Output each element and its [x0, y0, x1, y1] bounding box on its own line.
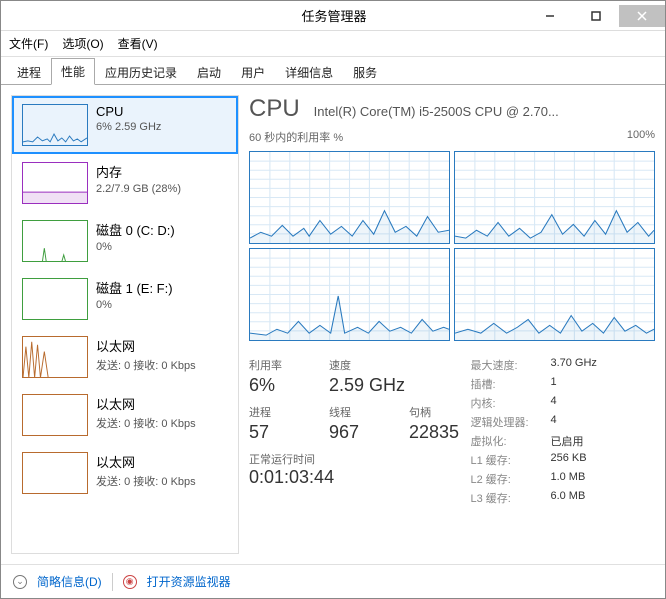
handles-label: 句柄: [409, 404, 469, 420]
sidebar-sub: 2.2/7.9 GB (28%): [96, 183, 228, 195]
cpu-charts: [249, 151, 655, 341]
sidebar-sub: 发送: 0 接收: 0 Kbps: [96, 415, 228, 431]
chart-label-left: 60 秒内的利用率 %: [249, 129, 343, 145]
util-label: 利用率: [249, 357, 309, 373]
proc-label: 进程: [249, 404, 309, 420]
speed-label: 速度: [329, 357, 405, 373]
tab-1[interactable]: 性能: [51, 58, 95, 85]
sidebar-title: 以太网: [96, 336, 228, 355]
cpu-chart-3: [454, 248, 655, 341]
sidebar-item-2[interactable]: 磁盘 0 (C: D:) 0%: [12, 212, 238, 270]
tab-2[interactable]: 应用历史记录: [95, 59, 187, 85]
threads-label: 线程: [329, 404, 389, 420]
sidebar: CPU 6% 2.59 GHz 内存 2.2/7.9 GB (28%) 磁盘 0 (C:…: [11, 95, 239, 554]
uptime-label: 正常运行时间: [249, 451, 470, 467]
tab-4[interactable]: 用户: [231, 59, 275, 85]
menu-file[interactable]: 文件(F): [9, 35, 48, 52]
tab-3[interactable]: 启动: [187, 59, 231, 85]
menu-options[interactable]: 选项(O): [62, 35, 103, 52]
sidebar-item-3[interactable]: 磁盘 1 (E: F:) 0%: [12, 270, 238, 328]
tabs: 进程性能应用历史记录启动用户详细信息服务: [1, 57, 665, 85]
l2-value: 1.0 MB: [550, 471, 585, 487]
sidebar-item-4[interactable]: 以太网发送: 0 接收: 0 Kbps: [12, 328, 238, 386]
cpu-model: Intel(R) Core(TM) i5-2500S CPU @ 2.70...: [314, 104, 559, 119]
speed-value: 2.59 GHz: [329, 375, 405, 396]
sidebar-sub: 0%: [96, 299, 228, 311]
sidebar-thumb: [22, 162, 88, 204]
l1-value: 256 KB: [550, 452, 586, 468]
chart-label-right: 100%: [627, 129, 655, 145]
lprocs-value: 4: [550, 414, 556, 430]
task-manager-window: 任务管理器 文件(F) 选项(O) 查看(V) 进程性能应用历史记录启动用户详细…: [0, 0, 666, 599]
menubar: 文件(F) 选项(O) 查看(V): [1, 31, 665, 57]
fewer-details-icon: ⌄: [13, 575, 27, 589]
sidebar-item-6[interactable]: 以太网发送: 0 接收: 0 Kbps: [12, 444, 238, 502]
sidebar-sub: 发送: 0 接收: 0 Kbps: [96, 357, 228, 373]
sidebar-thumb: [22, 220, 88, 262]
monitor-icon: ◉: [123, 575, 137, 589]
cores-value: 4: [550, 395, 556, 411]
util-value: 6%: [249, 375, 309, 396]
sidebar-title: CPU: [96, 104, 228, 119]
uptime-value: 0:01:03:44: [249, 467, 470, 488]
fewer-details-link[interactable]: 简略信息(D): [37, 573, 102, 590]
tab-5[interactable]: 详细信息: [275, 59, 343, 85]
cores-label: 内核:: [470, 395, 550, 411]
sidebar-thumb: [22, 336, 88, 378]
l2-label: L2 缓存:: [470, 471, 550, 487]
threads-value: 967: [329, 422, 389, 443]
virt-label: 虚拟化:: [470, 433, 550, 449]
lprocs-label: 逻辑处理器:: [470, 414, 550, 430]
sidebar-title: 内存: [96, 162, 228, 181]
sidebar-title: 以太网: [96, 452, 228, 471]
tab-0[interactable]: 进程: [7, 59, 51, 85]
sockets-label: 插槽:: [470, 376, 550, 392]
proc-value: 57: [249, 422, 309, 443]
separator: [112, 573, 113, 591]
resource-monitor-link[interactable]: 打开资源监视器: [147, 573, 231, 590]
sidebar-sub: 0%: [96, 241, 228, 253]
minimize-button[interactable]: [527, 5, 573, 27]
tab-6[interactable]: 服务: [343, 59, 387, 85]
maximize-button[interactable]: [573, 5, 619, 27]
menu-view[interactable]: 查看(V): [118, 35, 158, 52]
l3-label: L3 缓存:: [470, 490, 550, 506]
max-speed-value: 3.70 GHz: [550, 357, 596, 373]
sidebar-title: 以太网: [96, 394, 228, 413]
sockets-value: 1: [550, 376, 556, 392]
sidebar-thumb: [22, 452, 88, 494]
window-title: 任务管理器: [1, 6, 527, 25]
titlebar: 任务管理器: [1, 1, 665, 31]
sidebar-title: 磁盘 0 (C: D:): [96, 220, 228, 239]
stats: 利用率 6% 速度 2.59 GHz 进程 57 线程 967 句柄 22835 正常运行…: [249, 357, 655, 509]
sidebar-thumb: [22, 394, 88, 436]
cpu-chart-2: [249, 248, 450, 341]
sidebar-item-0[interactable]: CPU 6% 2.59 GHz: [12, 96, 238, 154]
handles-value: 22835: [409, 422, 469, 443]
sidebar-thumb: [22, 278, 88, 320]
cpu-chart-0: [249, 151, 450, 244]
sidebar-item-5[interactable]: 以太网发送: 0 接收: 0 Kbps: [12, 386, 238, 444]
l3-value: 6.0 MB: [550, 490, 585, 506]
bottom-bar: ⌄ 简略信息(D) ◉ 打开资源监视器: [1, 564, 665, 598]
virt-value: 已启用: [550, 433, 583, 449]
l1-label: L1 缓存:: [470, 452, 550, 468]
sidebar-item-1[interactable]: 内存 2.2/7.9 GB (28%): [12, 154, 238, 212]
max-speed-label: 最大速度:: [470, 357, 550, 373]
main-panel: CPU Intel(R) Core(TM) i5-2500S CPU @ 2.7…: [249, 95, 655, 554]
cpu-chart-1: [454, 151, 655, 244]
sidebar-title: 磁盘 1 (E: F:): [96, 278, 228, 297]
sidebar-sub: 6% 2.59 GHz: [96, 121, 228, 133]
sidebar-thumb: [22, 104, 88, 146]
close-button[interactable]: [619, 5, 665, 27]
cpu-heading: CPU: [249, 95, 300, 123]
sidebar-sub: 发送: 0 接收: 0 Kbps: [96, 473, 228, 489]
content: CPU 6% 2.59 GHz 内存 2.2/7.9 GB (28%) 磁盘 0 (C:…: [1, 85, 665, 564]
